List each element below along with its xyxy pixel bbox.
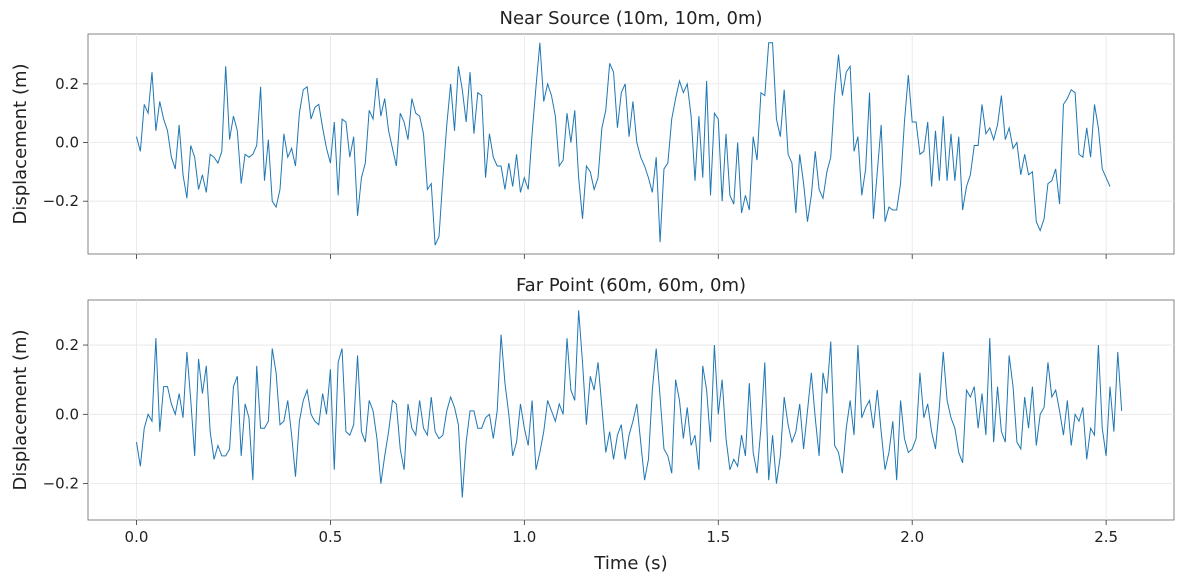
x-tick-label: 0.5 [318,528,342,546]
y-tick-label: 0.0 [55,405,79,423]
panel-title: Far Point (60m, 60m, 0m) [516,275,746,296]
y-tick-label: 0.2 [55,75,79,93]
x-tick-label: 1.5 [706,528,730,546]
y-tick-label: −0.2 [43,475,79,493]
y-tick-label: −0.2 [43,192,79,210]
gridlines [88,34,1174,254]
y-tick-label: 0.2 [55,336,79,354]
x-axis-label: Time (s) [593,553,667,574]
panel-far-point: Far Point (60m, 60m, 0m) 0.0 0.5 1.0 1.5 2.0… [10,275,1175,574]
panel-title: Near Source (10m, 10m, 0m) [499,8,762,29]
y-tick-label: 0.0 [55,134,79,152]
x-tick-label: 1.0 [512,528,536,546]
y-axis-label: Displacement (m) [10,329,31,490]
y-ticks: −0.2 0.0 0.2 [43,336,88,493]
x-tick-label: 2.5 [1094,528,1118,546]
series-line [135,310,1123,498]
series-line [135,42,1111,246]
x-tick-label: 0.0 [125,528,149,546]
y-ticks: −0.2 0.0 0.2 [43,75,88,210]
x-ticks [136,254,1107,259]
y-axis-label: Displacement (m) [10,63,31,224]
x-ticks: 0.0 0.5 1.0 1.5 2.0 2.5 [125,520,1118,546]
plot-area [87,299,1175,521]
x-tick-label: 2.0 [900,528,924,546]
plot-area [87,33,1175,255]
panel-near-source: Near Source (10m, 10m, 0m) −0.2 0.0 0.2 Di… [10,8,1175,259]
